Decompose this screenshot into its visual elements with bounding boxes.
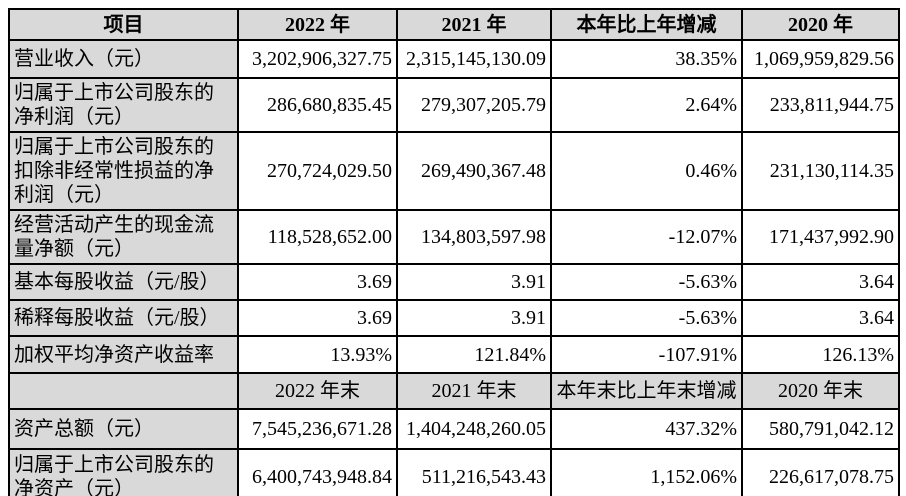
- column-header-2021-year-end: 2021 年末: [396, 372, 552, 410]
- value-2020: 226,617,078.75: [741, 448, 900, 496]
- value-2021: 3.91: [396, 299, 552, 337]
- column-header-2022-year-end: 2022 年末: [237, 372, 398, 410]
- value-2021: 511,216,543.43: [396, 448, 552, 496]
- value-2022: 3.69: [237, 263, 398, 301]
- value-2022: 7,545,236,671.28: [237, 408, 398, 450]
- column-header-empty: [8, 372, 239, 410]
- column-header-item: 项目: [8, 8, 239, 41]
- column-header-2021: 2021 年: [396, 8, 552, 41]
- value-2022: 118,528,652.00: [237, 209, 398, 265]
- value-2021: 121.84%: [396, 335, 552, 374]
- metric-label: 基本每股收益（元/股）: [8, 263, 239, 301]
- yoy-change: -5.63%: [550, 299, 743, 337]
- table-row-net-profit-excl-nonrecurring: 归属于上市公司股东的扣除非经常性损益的净利润（元） 270,724,029.50…: [8, 131, 900, 211]
- value-2022: 270,724,029.50: [237, 131, 398, 211]
- metric-label: 经营活动产生的现金流量净额（元）: [8, 209, 239, 265]
- value-2021: 134,803,597.98: [396, 209, 552, 265]
- column-header-year-end-change: 本年末比上年末增减: [550, 372, 743, 410]
- metric-label: 稀释每股收益（元/股）: [8, 299, 239, 337]
- metric-label: 营业收入（元）: [8, 39, 239, 79]
- value-2020: 3.64: [741, 299, 900, 337]
- table-header-row-year-end: 2022 年末 2021 年末 本年末比上年末增减 2020 年末: [8, 372, 900, 410]
- column-header-2022: 2022 年: [237, 8, 398, 41]
- value-2021: 269,490,367.48: [396, 131, 552, 211]
- value-2020: 3.64: [741, 263, 900, 301]
- value-2020: 126.13%: [741, 335, 900, 374]
- metric-label: 归属于上市公司股东的净利润（元）: [8, 77, 239, 133]
- value-2020: 231,130,114.35: [741, 131, 900, 211]
- yoy-change: -12.07%: [550, 209, 743, 265]
- yoy-change: 437.32%: [550, 408, 743, 450]
- metric-label: 资产总额（元）: [8, 408, 239, 450]
- value-2020: 171,437,992.90: [741, 209, 900, 265]
- financial-summary-table: 项目 2022 年 2021 年 本年比上年增减 2020 年 营业收入（元） …: [8, 8, 900, 496]
- table-row-revenue: 营业收入（元） 3,202,906,327.75 2,315,145,130.0…: [8, 39, 900, 79]
- yoy-change: 2.64%: [550, 77, 743, 133]
- value-2020: 580,791,042.12: [741, 408, 900, 450]
- value-2021: 3.91: [396, 263, 552, 301]
- column-header-2020: 2020 年: [741, 8, 900, 41]
- yoy-change: 38.35%: [550, 39, 743, 79]
- metric-label: 归属于上市公司股东的扣除非经常性损益的净利润（元）: [8, 131, 239, 211]
- value-2022: 13.93%: [237, 335, 398, 374]
- column-header-yoy-change: 本年比上年增减: [550, 8, 743, 41]
- yoy-change: -107.91%: [550, 335, 743, 374]
- table-row-total-assets: 资产总额（元） 7,545,236,671.28 1,404,248,260.0…: [8, 408, 900, 450]
- table-row-net-profit: 归属于上市公司股东的净利润（元） 286,680,835.45 279,307,…: [8, 77, 900, 133]
- value-2021: 2,315,145,130.09: [396, 39, 552, 79]
- metric-label: 归属于上市公司股东的净资产（元）: [8, 448, 239, 496]
- value-2022: 6,400,743,948.84: [237, 448, 398, 496]
- value-2020: 1,069,959,829.56: [741, 39, 900, 79]
- table-row-basic-eps: 基本每股收益（元/股） 3.69 3.91 -5.63% 3.64: [8, 263, 900, 301]
- yoy-change: 0.46%: [550, 131, 743, 211]
- value-2021: 279,307,205.79: [396, 77, 552, 133]
- table-row-net-assets: 归属于上市公司股东的净资产（元） 6,400,743,948.84 511,21…: [8, 448, 900, 496]
- column-header-2020-year-end: 2020 年末: [741, 372, 900, 410]
- table-row-weighted-avg-roe: 加权平均净资产收益率 13.93% 121.84% -107.91% 126.1…: [8, 335, 900, 374]
- value-2020: 233,811,944.75: [741, 77, 900, 133]
- value-2021: 1,404,248,260.05: [396, 408, 552, 450]
- value-2022: 3,202,906,327.75: [237, 39, 398, 79]
- table-row-operating-cash-flow: 经营活动产生的现金流量净额（元） 118,528,652.00 134,803,…: [8, 209, 900, 265]
- table-row-diluted-eps: 稀释每股收益（元/股） 3.69 3.91 -5.63% 3.64: [8, 299, 900, 337]
- value-2022: 3.69: [237, 299, 398, 337]
- table-header-row-annual: 项目 2022 年 2021 年 本年比上年增减 2020 年: [8, 8, 900, 41]
- value-2022: 286,680,835.45: [237, 77, 398, 133]
- yoy-change: -5.63%: [550, 263, 743, 301]
- metric-label: 加权平均净资产收益率: [8, 335, 239, 374]
- yoy-change: 1,152.06%: [550, 448, 743, 496]
